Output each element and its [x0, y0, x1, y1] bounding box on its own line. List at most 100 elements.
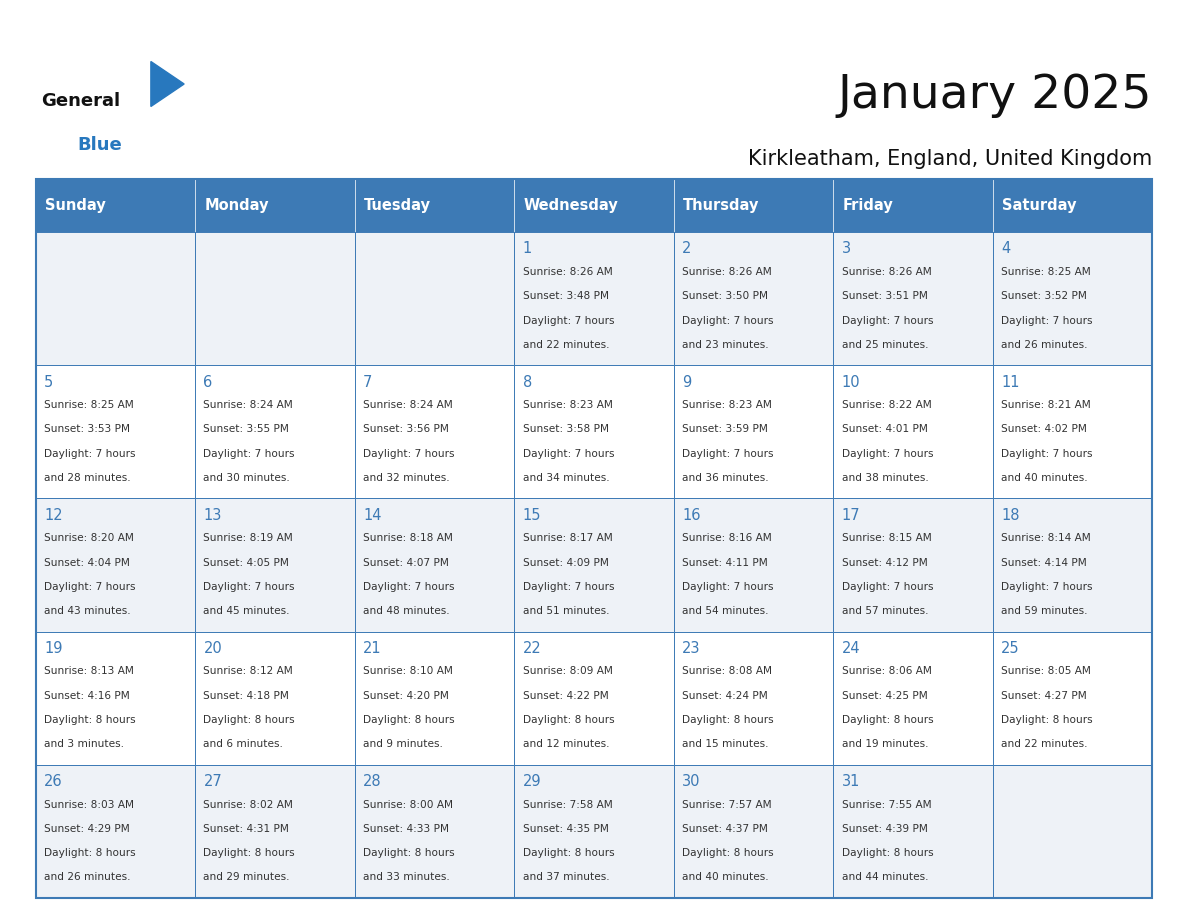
Text: 1: 1	[523, 241, 532, 256]
Text: Daylight: 7 hours: Daylight: 7 hours	[44, 449, 135, 459]
Text: and 12 minutes.: and 12 minutes.	[523, 739, 609, 749]
Text: Sunrise: 8:02 AM: Sunrise: 8:02 AM	[203, 800, 293, 810]
Text: Sunrise: 8:08 AM: Sunrise: 8:08 AM	[682, 666, 772, 677]
Text: Sunset: 4:35 PM: Sunset: 4:35 PM	[523, 823, 608, 834]
Text: Daylight: 7 hours: Daylight: 7 hours	[523, 449, 614, 459]
Text: 3: 3	[841, 241, 851, 256]
Text: Daylight: 8 hours: Daylight: 8 hours	[682, 848, 773, 858]
Text: Sunrise: 8:05 AM: Sunrise: 8:05 AM	[1001, 666, 1091, 677]
Bar	[833, 232, 993, 365]
Text: 14: 14	[364, 508, 381, 522]
Bar	[195, 632, 355, 765]
Text: Daylight: 7 hours: Daylight: 7 hours	[682, 582, 773, 592]
Bar	[355, 179, 514, 232]
Text: and 28 minutes.: and 28 minutes.	[44, 473, 131, 483]
Text: Sunset: 4:12 PM: Sunset: 4:12 PM	[841, 557, 928, 567]
Bar	[993, 179, 1152, 232]
Text: Sunrise: 8:10 AM: Sunrise: 8:10 AM	[364, 666, 453, 677]
Bar	[514, 765, 674, 898]
Text: Daylight: 8 hours: Daylight: 8 hours	[841, 715, 934, 725]
Text: and 9 minutes.: and 9 minutes.	[364, 739, 443, 749]
Text: Daylight: 8 hours: Daylight: 8 hours	[364, 715, 455, 725]
Text: and 23 minutes.: and 23 minutes.	[682, 340, 769, 350]
Text: and 54 minutes.: and 54 minutes.	[682, 606, 769, 616]
Text: 9: 9	[682, 375, 691, 389]
Text: and 32 minutes.: and 32 minutes.	[364, 473, 449, 483]
Text: 6: 6	[203, 375, 213, 389]
Text: Sunset: 4:25 PM: Sunset: 4:25 PM	[841, 690, 928, 700]
Text: Sunset: 4:29 PM: Sunset: 4:29 PM	[44, 823, 129, 834]
Text: 24: 24	[841, 641, 860, 655]
Text: Sunrise: 7:58 AM: Sunrise: 7:58 AM	[523, 800, 612, 810]
Text: Sunrise: 8:14 AM: Sunrise: 8:14 AM	[1001, 533, 1091, 543]
Text: Daylight: 7 hours: Daylight: 7 hours	[682, 449, 773, 459]
Text: and 44 minutes.: and 44 minutes.	[841, 872, 928, 882]
Bar	[674, 179, 833, 232]
Text: 23: 23	[682, 641, 701, 655]
Text: 27: 27	[203, 774, 222, 789]
Text: and 33 minutes.: and 33 minutes.	[364, 872, 450, 882]
Text: and 6 minutes.: and 6 minutes.	[203, 739, 284, 749]
Text: Sunset: 4:18 PM: Sunset: 4:18 PM	[203, 690, 290, 700]
Text: Sunday: Sunday	[45, 198, 106, 213]
Bar	[355, 632, 514, 765]
Text: Sunrise: 8:26 AM: Sunrise: 8:26 AM	[841, 267, 931, 277]
Text: Saturday: Saturday	[1003, 198, 1076, 213]
Text: Daylight: 8 hours: Daylight: 8 hours	[523, 715, 614, 725]
Bar	[195, 765, 355, 898]
Text: Daylight: 8 hours: Daylight: 8 hours	[841, 848, 934, 858]
Text: Sunrise: 8:26 AM: Sunrise: 8:26 AM	[682, 267, 772, 277]
Bar	[993, 365, 1152, 498]
Text: Sunset: 3:53 PM: Sunset: 3:53 PM	[44, 424, 129, 434]
Bar	[36, 179, 1152, 898]
Text: 15: 15	[523, 508, 541, 522]
Bar	[833, 632, 993, 765]
Bar	[195, 498, 355, 632]
Bar	[833, 498, 993, 632]
Text: and 22 minutes.: and 22 minutes.	[1001, 739, 1088, 749]
Text: Sunrise: 8:00 AM: Sunrise: 8:00 AM	[364, 800, 453, 810]
Text: Daylight: 8 hours: Daylight: 8 hours	[203, 848, 295, 858]
Text: 22: 22	[523, 641, 542, 655]
Text: and 40 minutes.: and 40 minutes.	[1001, 473, 1088, 483]
Text: General: General	[42, 92, 121, 109]
Bar	[195, 232, 355, 365]
Text: 17: 17	[841, 508, 860, 522]
Bar	[674, 365, 833, 498]
Text: Blue: Blue	[77, 136, 122, 153]
Text: and 26 minutes.: and 26 minutes.	[44, 872, 131, 882]
Text: Kirkleatham, England, United Kingdom: Kirkleatham, England, United Kingdom	[748, 149, 1152, 169]
Bar	[993, 765, 1152, 898]
Bar	[36, 365, 195, 498]
Text: Sunrise: 8:23 AM: Sunrise: 8:23 AM	[523, 400, 613, 410]
Bar	[674, 765, 833, 898]
Text: and 30 minutes.: and 30 minutes.	[203, 473, 290, 483]
Text: and 25 minutes.: and 25 minutes.	[841, 340, 928, 350]
Text: Sunset: 3:55 PM: Sunset: 3:55 PM	[203, 424, 290, 434]
Bar	[36, 498, 195, 632]
Text: Daylight: 8 hours: Daylight: 8 hours	[364, 848, 455, 858]
Text: Sunset: 4:27 PM: Sunset: 4:27 PM	[1001, 690, 1087, 700]
Bar	[355, 498, 514, 632]
Text: and 34 minutes.: and 34 minutes.	[523, 473, 609, 483]
Text: 7: 7	[364, 375, 372, 389]
Text: Sunset: 4:39 PM: Sunset: 4:39 PM	[841, 823, 928, 834]
Bar	[833, 365, 993, 498]
Text: 16: 16	[682, 508, 701, 522]
Text: and 48 minutes.: and 48 minutes.	[364, 606, 449, 616]
Text: Sunrise: 8:26 AM: Sunrise: 8:26 AM	[523, 267, 612, 277]
Text: Sunset: 4:20 PM: Sunset: 4:20 PM	[364, 690, 449, 700]
Text: Sunset: 4:05 PM: Sunset: 4:05 PM	[203, 557, 290, 567]
Text: Sunset: 3:52 PM: Sunset: 3:52 PM	[1001, 291, 1087, 301]
Text: Daylight: 7 hours: Daylight: 7 hours	[1001, 582, 1093, 592]
Text: Sunset: 3:56 PM: Sunset: 3:56 PM	[364, 424, 449, 434]
Bar	[514, 498, 674, 632]
Text: Sunset: 3:48 PM: Sunset: 3:48 PM	[523, 291, 608, 301]
Polygon shape	[151, 62, 184, 106]
Text: Sunset: 4:37 PM: Sunset: 4:37 PM	[682, 823, 767, 834]
Text: Sunset: 3:50 PM: Sunset: 3:50 PM	[682, 291, 769, 301]
Text: Sunrise: 8:17 AM: Sunrise: 8:17 AM	[523, 533, 612, 543]
Bar	[993, 632, 1152, 765]
Text: Sunset: 4:33 PM: Sunset: 4:33 PM	[364, 823, 449, 834]
Bar	[36, 765, 195, 898]
